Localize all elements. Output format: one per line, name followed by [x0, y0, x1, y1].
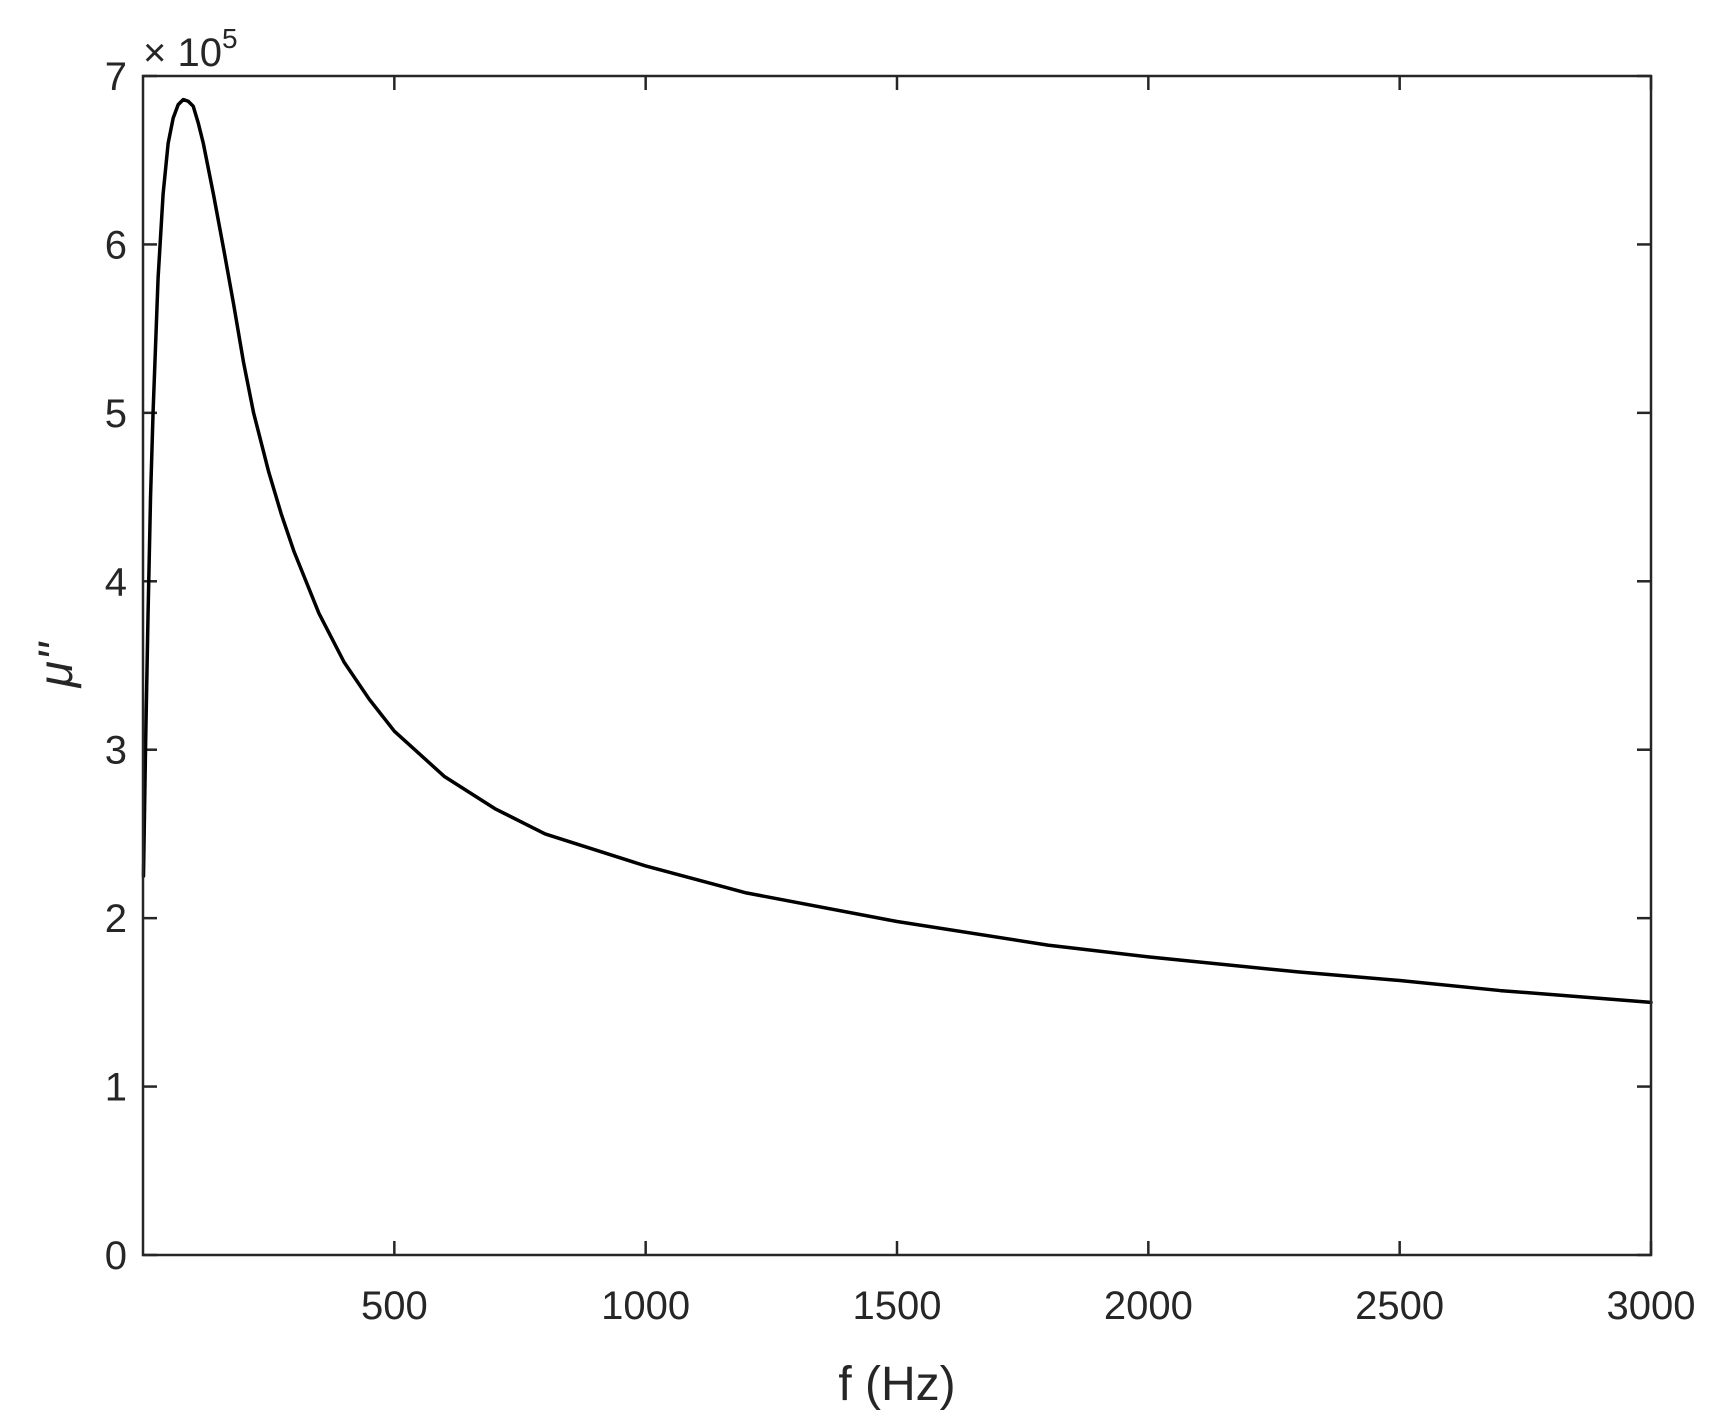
y-tick-label: 2 — [105, 897, 127, 941]
y-exponent-power: 5 — [222, 23, 238, 54]
x-tick-label: 500 — [361, 1284, 428, 1328]
series-line — [141, 97, 1653, 1005]
x-tick-labels: 500 1000 1500 2000 2500 3000 — [361, 1284, 1696, 1328]
y-tick-label: 3 — [105, 729, 127, 773]
plot-frame — [141, 74, 1653, 1257]
ticks-layer — [143, 74, 1653, 1257]
y-tick-label: 7 — [105, 55, 127, 99]
y-tick-labels: 0 1 2 3 4 5 6 7 — [105, 55, 127, 1278]
x-axis-label: f (Hz) — [838, 1358, 955, 1411]
x-tick-label: 1000 — [601, 1284, 690, 1328]
y-tick-label: 0 — [105, 1234, 127, 1278]
x-tick-label: 2000 — [1104, 1284, 1193, 1328]
y-tick-label: 4 — [105, 560, 127, 604]
x-tick-label: 3000 — [1607, 1284, 1696, 1328]
x-tick-label: 2500 — [1355, 1284, 1444, 1328]
y-tick-label: 5 — [105, 392, 127, 436]
x-tick-label: 1500 — [853, 1284, 942, 1328]
y-tick-label: 6 — [105, 223, 127, 267]
y-exponent-base: × 10 — [143, 31, 222, 75]
y-axis-label: μ'' — [30, 641, 83, 689]
y-tick-label: 1 — [105, 1066, 127, 1110]
y-exponent-label: × 105 — [143, 23, 238, 75]
